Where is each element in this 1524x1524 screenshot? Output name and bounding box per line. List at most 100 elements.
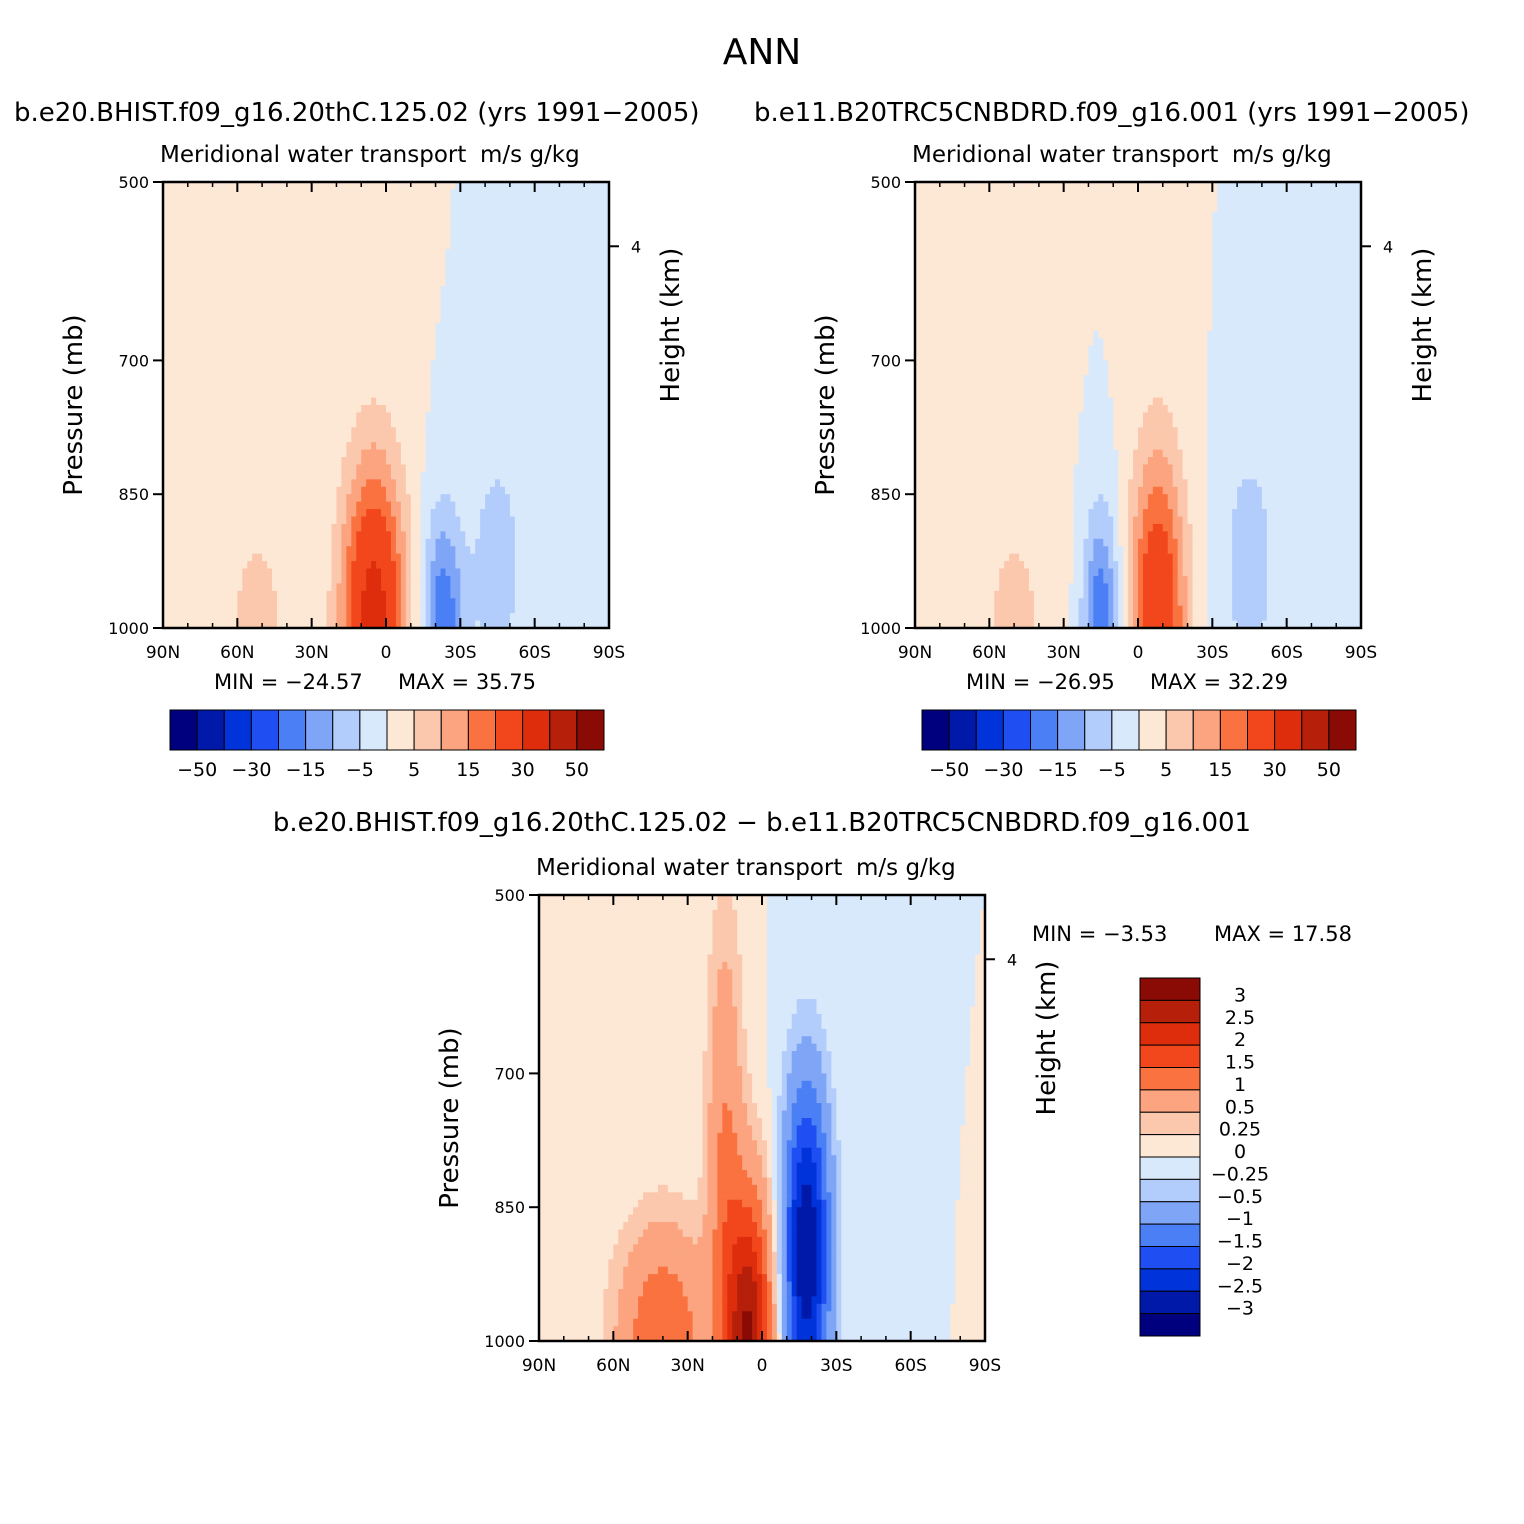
contour-cell	[371, 300, 377, 309]
contour-cell	[326, 211, 333, 220]
contour-cell	[212, 583, 219, 592]
contour-cell	[450, 300, 456, 309]
contour-cell	[480, 248, 486, 257]
contour-cell	[544, 286, 551, 295]
contour-cell	[499, 464, 506, 473]
contour-cell	[242, 352, 248, 361]
contour-cell	[504, 509, 511, 518]
contour-cell	[524, 531, 531, 540]
contour-cell	[440, 352, 447, 361]
contour-cell	[499, 241, 506, 250]
contour-cell	[291, 352, 298, 361]
contour-cell	[559, 226, 565, 235]
contour-cell	[395, 509, 402, 518]
contour-cell	[281, 219, 288, 228]
contour-cell	[559, 211, 565, 220]
contour-cell	[480, 256, 486, 265]
contour-cell	[326, 278, 333, 287]
contour-cell	[326, 575, 333, 584]
contour-cell	[410, 509, 417, 518]
contour-cell	[272, 412, 278, 421]
contour-cell	[237, 367, 243, 376]
contour-cell	[252, 345, 258, 354]
contour-cell	[430, 538, 437, 547]
contour-cell	[420, 219, 427, 228]
contour-cell	[346, 501, 352, 510]
contour-cell	[485, 234, 491, 243]
contour-cell	[455, 486, 461, 495]
contour-cell	[212, 293, 219, 302]
contour-cell	[252, 330, 258, 339]
contour-cell	[341, 330, 347, 339]
contour-cell	[252, 256, 258, 265]
contour-cell	[257, 583, 263, 592]
contour-cell	[222, 382, 229, 391]
contour-cell	[559, 464, 565, 473]
contour-cell	[440, 286, 447, 295]
contour-cell	[514, 293, 521, 302]
contour-cell	[450, 315, 456, 324]
contour-cell	[336, 523, 342, 532]
contour-cell	[544, 248, 551, 257]
contour-cell	[524, 189, 531, 198]
contour-cell	[504, 486, 511, 495]
contour-cell	[465, 315, 471, 324]
contour-cell	[242, 464, 248, 473]
contour-cell	[410, 516, 417, 525]
contour-cell	[301, 219, 308, 228]
contour-cell	[465, 300, 471, 309]
contour-cell	[192, 248, 199, 257]
contour-cell	[267, 360, 273, 369]
contour-cell	[207, 390, 214, 399]
contour-cell	[346, 241, 352, 250]
contour-cell	[163, 256, 169, 265]
contour-cell	[167, 323, 174, 332]
contour-cell	[321, 360, 328, 369]
contour-cell	[321, 189, 328, 198]
contour-cell	[475, 405, 481, 414]
contour-cell	[539, 405, 546, 414]
contour-cell	[267, 457, 273, 466]
contour-cell	[197, 315, 204, 324]
contour-cell	[549, 568, 556, 577]
contour-cell	[470, 182, 476, 191]
contour-cell	[163, 516, 169, 525]
contour-cell	[212, 323, 219, 332]
contour-cell	[425, 219, 432, 228]
contour-cell	[172, 300, 179, 309]
contour-cell	[470, 330, 476, 339]
contour-cell	[182, 241, 189, 250]
contour-cell	[430, 234, 437, 243]
contour-cell	[386, 419, 392, 428]
contour-cell	[341, 620, 347, 629]
contour-cell	[371, 204, 377, 213]
contour-cell	[257, 471, 263, 480]
contour-cell	[281, 182, 288, 191]
contour-cell	[316, 323, 323, 332]
contour-cell	[544, 397, 551, 406]
contour-cell	[356, 300, 362, 309]
contour-cell	[291, 189, 298, 198]
contour-cell	[252, 286, 258, 295]
contour-cell	[276, 479, 283, 488]
contour-cell	[445, 397, 452, 406]
contour-cell	[311, 300, 318, 309]
contour-cell	[415, 419, 422, 428]
contour-cell	[430, 523, 437, 532]
contour-cell	[276, 464, 283, 473]
contour-cell	[316, 345, 323, 354]
contour-cell	[172, 211, 179, 220]
contour-cell	[172, 352, 179, 361]
contour-cell	[504, 397, 511, 406]
contour-cell	[182, 501, 189, 510]
contour-cell	[276, 442, 283, 451]
contour-cell	[187, 345, 194, 354]
contour-cell	[336, 538, 342, 547]
contour-cell	[509, 226, 516, 235]
contour-cell	[539, 553, 546, 562]
contour-cell	[509, 390, 516, 399]
contour-cell	[475, 397, 481, 406]
contour-cell	[182, 427, 189, 436]
contour-cell	[390, 286, 397, 295]
contour-cell	[326, 442, 333, 451]
